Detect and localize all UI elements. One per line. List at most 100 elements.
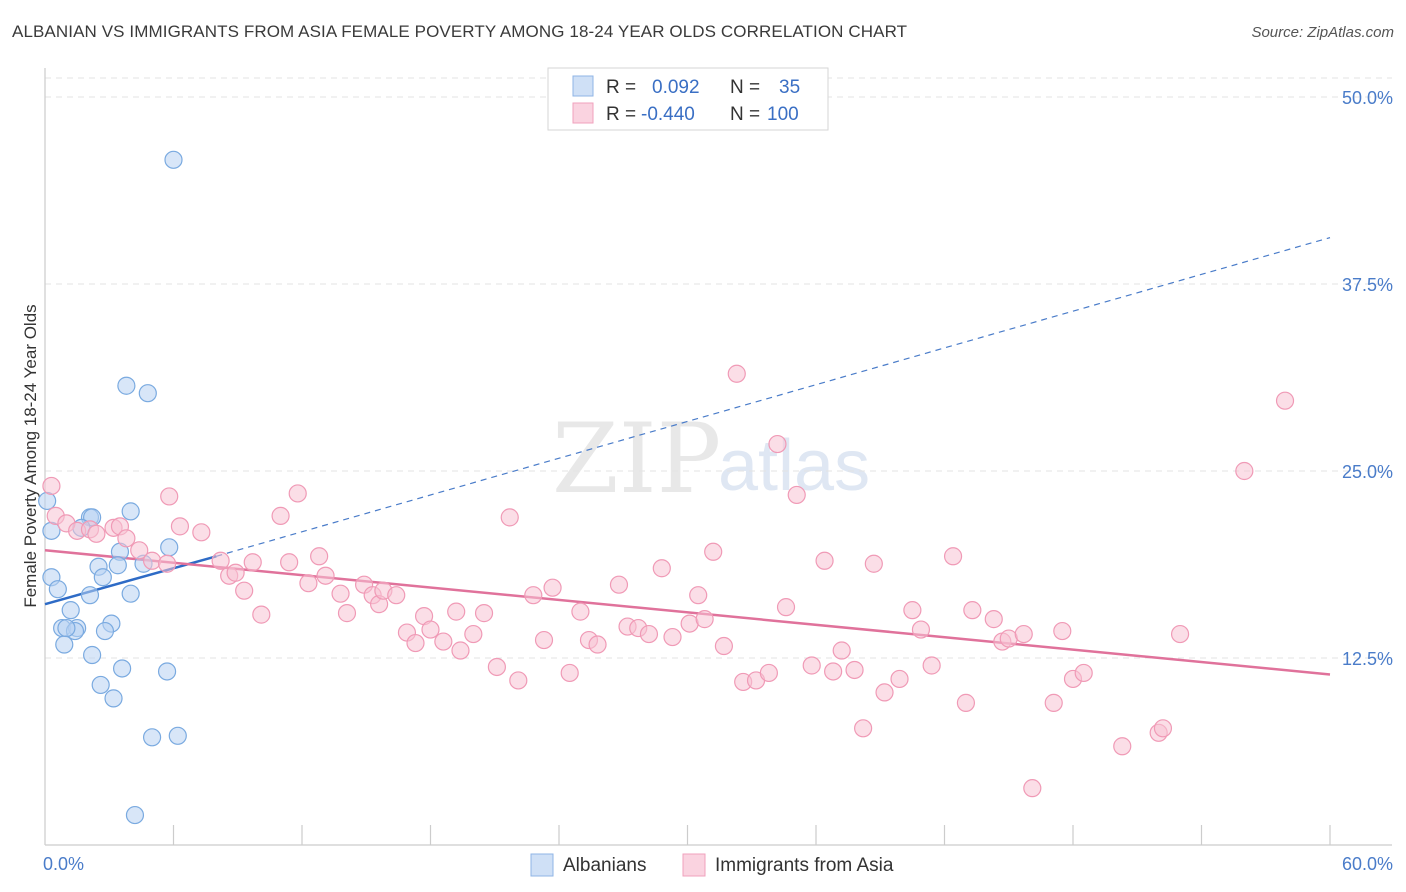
legend-n-value-1: 35	[779, 77, 800, 98]
asia-point	[474, 604, 494, 623]
asia-point	[890, 669, 909, 689]
asia-point	[160, 487, 179, 506]
asia-point	[170, 517, 190, 536]
asia-point	[331, 584, 350, 603]
top-legend-box	[547, 67, 829, 131]
asia-point	[316, 566, 335, 585]
asia-point	[1053, 621, 1072, 641]
trend-lines	[44, 237, 1331, 676]
asia-point	[802, 656, 821, 675]
asia-point	[714, 636, 734, 656]
asia-point	[663, 627, 682, 647]
asia-point	[854, 719, 873, 738]
albanian-point	[164, 150, 183, 169]
asia-point	[903, 601, 922, 620]
asia-point	[652, 559, 671, 578]
albanian-point	[83, 645, 102, 665]
asia-point	[543, 578, 562, 597]
albanian-point	[142, 728, 162, 747]
albanian-point	[138, 384, 157, 403]
asia-point	[759, 663, 778, 683]
asia-point	[226, 563, 245, 582]
asia-point	[192, 523, 211, 542]
asia-point	[299, 574, 318, 593]
asia-point	[999, 629, 1018, 648]
asia-point	[387, 586, 406, 605]
legend-n-value-2: 100	[767, 104, 799, 125]
asia-point	[943, 547, 963, 566]
asia-point	[1113, 737, 1132, 756]
asia-point	[776, 598, 796, 617]
albanian-point	[121, 584, 140, 603]
bottom-legend-swatch-asia	[682, 853, 706, 877]
legend-n-label-1: N =	[730, 77, 760, 98]
asia-point	[963, 601, 982, 620]
asia-point	[157, 554, 177, 573]
albanian-point	[108, 556, 127, 575]
albanian-point	[91, 675, 110, 695]
bottom-legend-label-albanians: Albanians	[563, 855, 646, 876]
albanian-point	[61, 601, 80, 620]
legend-r-label-2: R =	[606, 104, 636, 125]
asia-point	[560, 663, 579, 683]
asia-point	[464, 624, 483, 644]
albanian-point	[117, 376, 136, 395]
asia-point	[42, 476, 61, 496]
asia-point	[1074, 663, 1093, 683]
albanian-point	[104, 689, 123, 708]
legend-n-label-2: N =	[730, 104, 760, 125]
albanian-point	[112, 659, 132, 678]
asia-point	[211, 551, 230, 570]
chart-title: ALBANIAN VS IMMIGRANTS FROM ASIA FEMALE …	[12, 22, 908, 41]
albanian-point	[55, 635, 74, 654]
albanian-point	[168, 726, 187, 745]
top-legend: R = 0.092 N = 35 R = -0.440 N = 100	[547, 67, 829, 131]
legend-r-label-1: R =	[606, 77, 636, 98]
asia-point	[1153, 719, 1173, 738]
albanian-point	[121, 502, 140, 521]
asia-point	[845, 660, 864, 680]
asia-point	[911, 620, 931, 639]
asia-point	[1044, 693, 1063, 712]
asia-point	[310, 547, 329, 566]
asia-point	[421, 620, 440, 639]
legend-r-value-2: -0.440	[641, 104, 695, 125]
asia-point	[704, 542, 723, 561]
bottom-legend-label-asia: Immigrants from Asia	[715, 855, 894, 876]
asia-point	[680, 614, 699, 633]
asia-point	[864, 554, 883, 573]
asia-point	[571, 602, 590, 621]
albanian-point	[157, 662, 177, 681]
albanian-point	[95, 621, 115, 641]
tick-labels: 12.5% 25.0% 37.5% 50.0% 0.0% 60.0%	[43, 88, 1393, 874]
asia-point	[235, 581, 254, 600]
asia-point	[243, 553, 262, 572]
asia-point	[117, 529, 136, 548]
asia-point	[130, 541, 149, 560]
asia-point	[337, 604, 357, 623]
y-axis-label: Female Poverty Among 18-24 Year Olds	[21, 304, 40, 607]
albanian-point	[93, 568, 112, 587]
asia-point	[1014, 624, 1033, 644]
x-tick-label: 0.0%	[43, 854, 84, 874]
x-tick-label: 60.0%	[1342, 854, 1393, 874]
asia-point	[500, 508, 519, 527]
asia-point	[875, 683, 894, 702]
asia-point	[434, 632, 453, 651]
asia-point	[609, 575, 629, 594]
asia-point	[695, 610, 714, 629]
asia-point	[768, 434, 787, 454]
legend-swatch-asia	[572, 102, 594, 124]
albanian-point	[42, 521, 61, 540]
albanian-point	[80, 586, 100, 605]
asia-point	[1023, 779, 1042, 798]
source-label: Source: ZipAtlas.com	[1251, 24, 1394, 41]
asia-point	[451, 641, 470, 660]
asia-point	[984, 610, 1003, 629]
asia-point	[727, 364, 746, 383]
axes	[44, 68, 1392, 846]
asia-point	[447, 602, 466, 621]
asia-point	[956, 693, 976, 712]
y-tick-label: 37.5%	[1342, 275, 1393, 295]
